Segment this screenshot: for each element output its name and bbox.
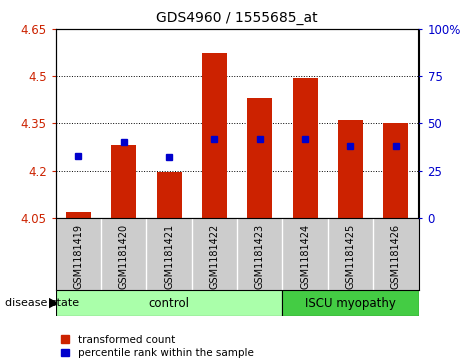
Text: GSM1181426: GSM1181426 — [391, 224, 401, 289]
Text: GSM1181424: GSM1181424 — [300, 224, 310, 289]
Bar — [111, 146, 136, 218]
Text: control: control — [149, 297, 190, 310]
Bar — [202, 53, 227, 218]
Text: GSM1181423: GSM1181423 — [255, 224, 265, 289]
Bar — [66, 212, 91, 218]
Bar — [292, 78, 318, 218]
Text: GSM1181421: GSM1181421 — [164, 224, 174, 289]
Text: disease state: disease state — [5, 298, 79, 308]
Text: GSM1181422: GSM1181422 — [209, 224, 219, 289]
Bar — [247, 98, 272, 218]
Text: GSM1181425: GSM1181425 — [345, 224, 356, 289]
Bar — [282, 290, 418, 316]
Text: GSM1181420: GSM1181420 — [119, 224, 129, 289]
Title: GDS4960 / 1555685_at: GDS4960 / 1555685_at — [156, 11, 318, 25]
Text: GSM1181419: GSM1181419 — [73, 224, 84, 289]
Bar — [157, 172, 182, 218]
Bar — [338, 120, 363, 218]
Text: ISCU myopathy: ISCU myopathy — [305, 297, 396, 310]
Polygon shape — [49, 298, 57, 308]
Legend: transformed count, percentile rank within the sample: transformed count, percentile rank withi… — [61, 335, 253, 358]
Bar — [383, 123, 408, 218]
Bar — [56, 290, 282, 316]
